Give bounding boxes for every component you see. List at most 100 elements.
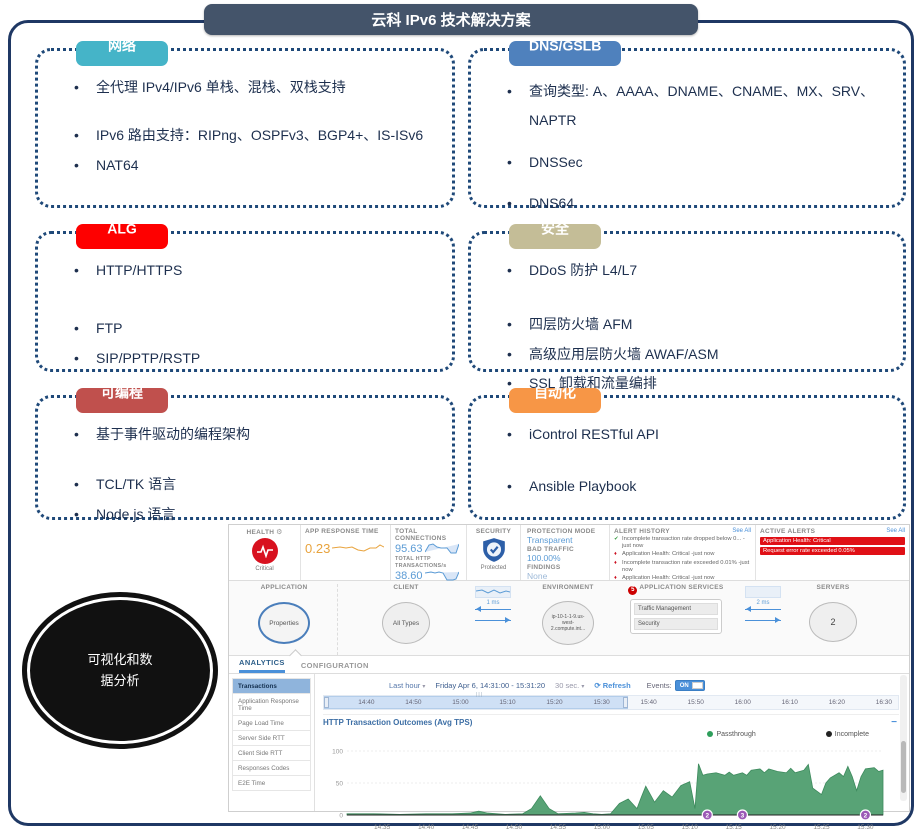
svg-text:3: 3 (741, 813, 745, 820)
metrics-strip: HEALTH ⚙ Critical APP RESPONSE TIME 0.23 (229, 525, 909, 589)
environment-column: ENVIRONMENT ip-10-1-1-9.us-west-2.comput… (520, 584, 616, 655)
client-node[interactable]: All Types (382, 602, 430, 644)
tab-analytics[interactable]: ANALYTICS (239, 658, 285, 673)
topology-divider (337, 584, 338, 655)
health-label: HEALTH (246, 529, 275, 536)
analytics-dashboard: HEALTH ⚙ Critical APP RESPONSE TIME 0.23 (228, 524, 910, 831)
sidebar-item-e2e-time[interactable]: E2E Time (232, 775, 311, 791)
app-response-value: 0.23 (305, 540, 331, 556)
feature-item: Ansible Playbook (501, 476, 889, 497)
range-grip[interactable]: ||| (476, 692, 484, 698)
alert-history-see-all[interactable]: See All (732, 528, 751, 534)
feature-item: SIP/PPTP/RSTP (68, 348, 438, 369)
total-connections-label: TOTAL CONNECTIONS (395, 528, 447, 542)
refresh-button[interactable]: ⟳ Refresh (594, 681, 631, 690)
tab-configuration[interactable]: CONFIGURATION (300, 661, 369, 670)
health-tile: HEALTH ⚙ Critical (229, 525, 301, 580)
health-status: Critical (255, 566, 274, 572)
service-row-security[interactable]: Security (634, 618, 718, 630)
application-node[interactable]: Properties (258, 602, 310, 644)
svg-text:15:15: 15:15 (725, 824, 742, 831)
findings-value: None (527, 571, 548, 581)
application-label: APPLICATION (260, 584, 308, 591)
bad-traffic-value: 100.00% (527, 553, 561, 563)
range-handle-left[interactable] (324, 697, 329, 708)
shield-icon[interactable] (481, 537, 507, 563)
f5-icon: 5 (628, 586, 638, 595)
sidebar-item-transactions[interactable]: Transactions (232, 678, 311, 693)
active-alert-bar[interactable]: Request error rate exceeded 0.05% (760, 547, 905, 555)
total-http-label: TOTAL HTTP TRANSACTIONS/s (395, 556, 447, 569)
scrollbar-thumb[interactable] (901, 740, 906, 794)
timeline-tick: 15:10 (499, 699, 516, 706)
svg-text:14:50: 14:50 (506, 824, 523, 831)
environment-node[interactable]: ip-10-1-1-9.us-west-2.compute.int... (542, 601, 594, 645)
total-connections-value: 95.63 (395, 542, 423, 555)
sidebar-item-responses-codes[interactable]: Responses Codes (232, 760, 311, 775)
topology-strip: APPLICATION Properties CLIENT All Types … (229, 581, 909, 662)
feature-box-4: 可编程基于事件驱动的编程架构 TCL/TK 语言 Node.js 语言 (35, 388, 455, 524)
range-select[interactable]: Last hour ▾ (389, 681, 426, 690)
feature-boxes: 网络全代理 IPv4/IPv6 单栈、混栈、双栈支持 IPv6 路由支持：RIPn… (35, 41, 906, 524)
legend-incomplete[interactable]: Incomplete (825, 731, 869, 738)
active-alerts-see-all[interactable]: See All (886, 528, 905, 534)
time-range-slider[interactable]: ||| 14:40 14:50 15:00 15:10 15:20 15:30 15:40 1… (323, 692, 899, 710)
feature-list: iControl RESTful API Ansible Playbook (501, 424, 889, 497)
feature-item: Node.js 语言 (68, 504, 438, 525)
range-handle-right[interactable] (623, 697, 629, 708)
health-status-icon[interactable] (251, 538, 278, 564)
collapse-icon[interactable]: − (891, 717, 897, 728)
active-alerts-panel: See All ACTIVE ALERTS Application Health… (756, 525, 909, 580)
latency-sparkline (475, 586, 511, 598)
sidebar-item-server-side-rtt[interactable]: Server Side RTT (232, 730, 311, 745)
ellipse-label: 可视化和数 据分析 (87, 651, 153, 688)
svg-text:100: 100 (332, 749, 343, 756)
application-services-label: 5 APPLICATION SERVICES (628, 584, 723, 596)
time-controls: Last hour ▾ Friday Apr 6, 14:31:00 - 15:… (323, 678, 899, 694)
tab-bar: ANALYTICS CONFIGURATION (229, 656, 909, 674)
sidebar-item-application-response-time[interactable]: Application Response Time (232, 693, 311, 715)
timeline-tick: 16:30 (875, 699, 893, 706)
sidebar-item-client-side-rtt[interactable]: Client Side RTT (232, 745, 311, 760)
client-column: CLIENT All Types (346, 584, 466, 655)
feature-item: 查询类型: A、AAAA、DNAME、CNAME、MX、SRV、NAPTR (501, 77, 889, 136)
legend-passthrough[interactable]: Passthrough (707, 731, 756, 738)
svg-text:14:40: 14:40 (418, 824, 435, 831)
tps-area-chart[interactable]: 0 50 100 14:35 14:40 14:45 14:50 14:55 15:00 15:0… (323, 745, 891, 832)
findings-label: FINDINGS (527, 564, 561, 571)
feature-list: 基于事件驱动的编程架构 TCL/TK 语言 Node.js 语言 (68, 424, 438, 524)
sidebar-item-page-load-time[interactable]: Page Load Time (232, 715, 311, 730)
feature-item: iControl RESTful API (501, 424, 889, 445)
total-http-value: 38.60 (395, 569, 423, 582)
app-response-sparkline (332, 544, 385, 552)
security-status: Protected (480, 565, 507, 571)
timeline-tick: 15:30 (593, 699, 610, 706)
application-column: APPLICATION Properties (239, 584, 329, 655)
feature-box-tag: 网络 (76, 41, 168, 66)
feature-box-1: DNS/GSLB 查询类型: A、AAAA、DNAME、CNAME、MX、SRV、… (468, 41, 906, 219)
services-box: Traffic Management Security (630, 599, 722, 634)
feature-item: NAT64 (68, 155, 438, 176)
feature-box-2: ALG HTTP/HTTPS FTP SIP/PPTP/RSTP (35, 224, 455, 372)
service-row-traffic[interactable]: Traffic Management (634, 603, 718, 615)
environment-label: ENVIRONMENT (542, 584, 594, 591)
feature-list: 全代理 IPv4/IPv6 单栈、混栈、双栈支持 IPv6 路由支持：RIPng、… (68, 77, 438, 175)
servers-node[interactable]: 2 (809, 602, 857, 642)
timeline-tick: 16:20 (828, 699, 845, 706)
events-toggle[interactable]: ON (674, 680, 705, 691)
page-title: 云科 IPv6 技术解决方案 (204, 4, 698, 35)
critical-icon: ♦ (614, 559, 617, 566)
latency-2: 2 ms (756, 600, 770, 606)
tps-chart-panel: HTTP Transaction Outcomes (Avg TPS) − Pa… (323, 714, 899, 832)
traffic-arrows-1 (473, 606, 513, 624)
services-servers-link: 2 ms (736, 584, 790, 655)
feature-item: IPv6 路由支持：RIPng、OSPFv3、BGP4+、IS-ISv6 (68, 125, 438, 146)
feature-box-tag: ALG (76, 224, 168, 249)
active-alert-bar[interactable]: Application Health: Critical (760, 537, 905, 545)
app-response-tile: APP RESPONSE TIME 0.23 (301, 525, 391, 580)
gear-icon[interactable]: ⚙ (276, 529, 283, 536)
feature-box-3: 安全 DDoS 防护 L4/L7 四层防火墙 AFM 高级应用层防火墙 AWAF/AS… (468, 224, 906, 393)
interval-select[interactable]: 30 sec. ▾ (555, 681, 585, 690)
traffic-arrows-2 (743, 606, 783, 624)
